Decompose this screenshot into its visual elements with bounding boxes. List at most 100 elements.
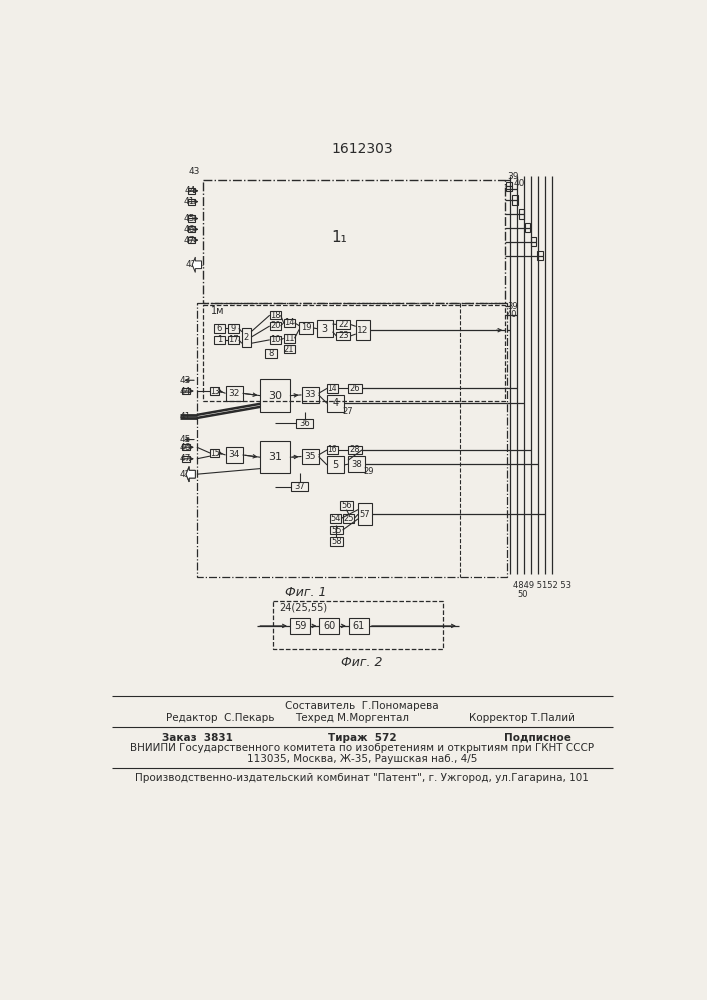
Polygon shape [186, 466, 195, 482]
Bar [187, 237, 195, 243]
Text: 43: 43 [180, 376, 191, 385]
Bar [197, 303, 507, 577]
Text: 8: 8 [269, 349, 274, 358]
Text: 50: 50 [517, 590, 527, 599]
Text: 19: 19 [301, 323, 311, 332]
Text: 20: 20 [270, 321, 281, 330]
Text: 9: 9 [230, 324, 236, 333]
Text: Техред М.Моргентал: Техред М.Моргентал [295, 713, 409, 723]
Text: 57: 57 [360, 510, 370, 519]
Text: 25: 25 [344, 514, 354, 523]
Text: 30: 30 [268, 391, 282, 401]
Text: 59: 59 [294, 621, 306, 631]
Bar [187, 188, 195, 194]
Text: 4: 4 [332, 398, 339, 408]
Text: 56: 56 [341, 501, 352, 510]
Text: 34: 34 [228, 450, 240, 459]
Bar [182, 388, 190, 394]
Bar [348, 384, 362, 393]
Bar [260, 379, 290, 412]
Text: 44: 44 [184, 186, 195, 195]
Bar [506, 182, 512, 191]
Text: 29: 29 [363, 467, 373, 476]
Bar [242, 328, 251, 347]
Bar [358, 503, 372, 525]
Bar [349, 618, 369, 634]
Text: 37: 37 [295, 482, 305, 491]
Text: Тираж  572: Тираж 572 [327, 733, 396, 743]
Text: 39: 39 [507, 172, 518, 181]
Bar [348, 446, 362, 454]
Text: 45: 45 [180, 435, 191, 444]
Bar [210, 449, 219, 457]
Text: 14: 14 [284, 318, 294, 327]
Text: 45: 45 [184, 214, 195, 223]
Text: 1612303: 1612303 [331, 142, 393, 156]
Bar [260, 441, 290, 473]
Bar [182, 444, 190, 450]
Bar [273, 601, 443, 649]
Text: 60: 60 [323, 621, 336, 631]
Text: 54: 54 [330, 514, 341, 523]
Text: 38: 38 [351, 460, 362, 469]
Bar [525, 223, 530, 232]
Bar [531, 237, 537, 246]
Text: 46: 46 [180, 443, 191, 452]
Bar [284, 319, 295, 327]
Text: 13: 13 [210, 387, 219, 396]
Polygon shape [192, 257, 201, 272]
Text: 5: 5 [332, 460, 339, 470]
Text: 28: 28 [350, 445, 361, 454]
Text: 40: 40 [513, 179, 525, 188]
Text: 32: 32 [228, 389, 240, 398]
Bar [270, 311, 281, 319]
Bar [214, 324, 225, 333]
Text: 58: 58 [331, 537, 341, 546]
Bar [327, 456, 344, 473]
Bar [265, 349, 277, 358]
Bar [327, 395, 344, 412]
Text: 6: 6 [216, 324, 222, 333]
Text: 61: 61 [353, 621, 365, 631]
Bar [226, 447, 243, 463]
Text: 43: 43 [189, 167, 200, 176]
Text: 42: 42 [186, 260, 197, 269]
Bar [187, 226, 195, 232]
Bar [337, 332, 351, 340]
Text: 55: 55 [331, 526, 341, 535]
Text: 47: 47 [184, 236, 195, 245]
Text: Подписное: Подписное [504, 733, 571, 743]
Bar [210, 387, 219, 395]
Bar [344, 514, 354, 523]
Bar [203, 180, 506, 303]
Text: 42: 42 [180, 470, 191, 479]
Bar [356, 320, 370, 340]
Bar [327, 384, 338, 393]
Bar [537, 251, 542, 260]
Text: 10: 10 [270, 335, 281, 344]
Text: 26: 26 [350, 384, 361, 393]
Bar [291, 482, 308, 491]
Text: 17: 17 [228, 335, 239, 344]
Text: 15: 15 [210, 449, 219, 458]
Text: 4849 5152 53: 4849 5152 53 [513, 581, 571, 590]
Polygon shape [186, 466, 195, 482]
Bar [270, 322, 281, 330]
Text: 31: 31 [268, 452, 282, 462]
Bar [299, 322, 313, 334]
Bar [317, 320, 332, 337]
Text: Фиг. 1: Фиг. 1 [285, 586, 326, 599]
Text: 44: 44 [180, 387, 191, 396]
Text: 1м: 1м [211, 306, 224, 316]
Bar [182, 456, 190, 462]
Text: 11: 11 [284, 334, 294, 343]
Text: 113035, Москва, Ж-35, Раушская наб., 4/5: 113035, Москва, Ж-35, Раушская наб., 4/5 [247, 754, 477, 764]
Bar [214, 336, 225, 344]
Bar [296, 419, 313, 428]
Text: Фиг. 2: Фиг. 2 [341, 656, 382, 669]
Text: ВНИИПИ Государственного комитета по изобретениям и открытиям при ГКНТ СССР: ВНИИПИ Государственного комитета по изоб… [130, 743, 594, 753]
Text: 24(25,55): 24(25,55) [279, 602, 327, 612]
Text: 27: 27 [343, 407, 354, 416]
Bar [228, 336, 239, 344]
Bar [337, 320, 351, 329]
